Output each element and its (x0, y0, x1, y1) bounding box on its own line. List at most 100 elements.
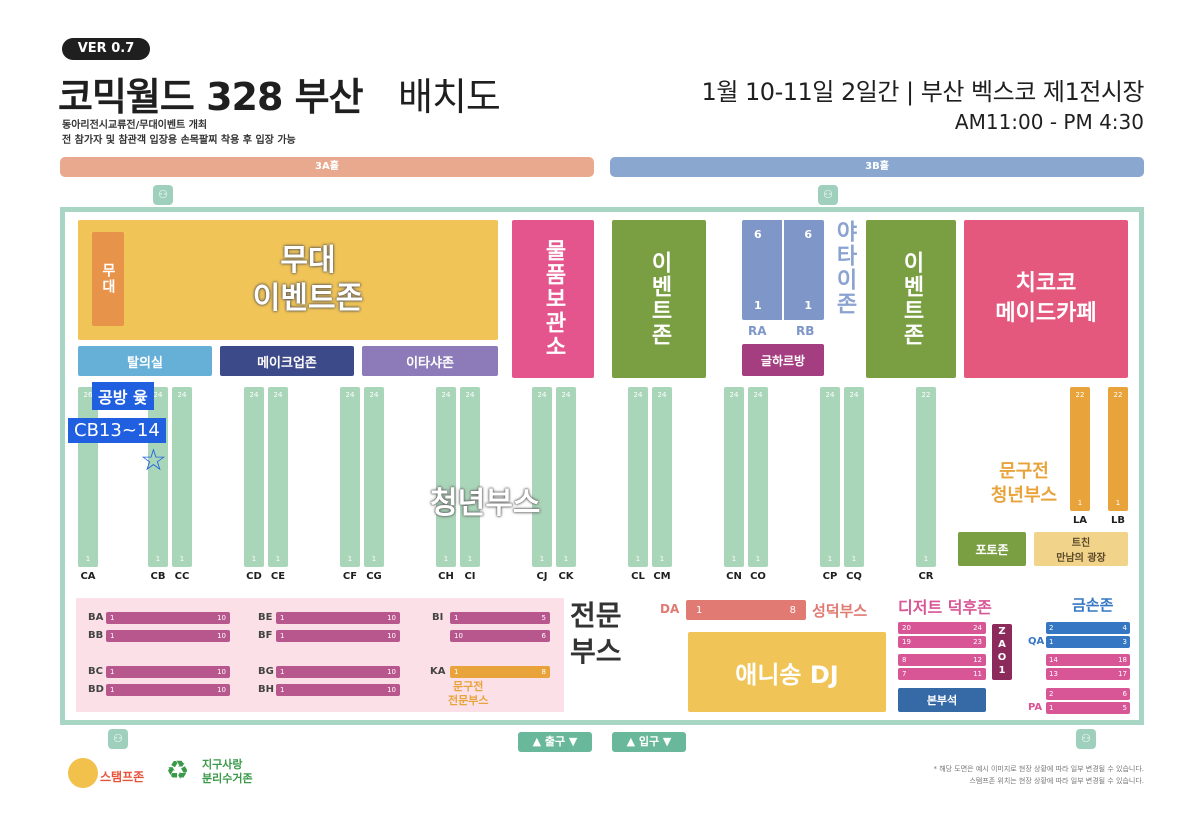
event-zone-left: 이벤트존 (612, 220, 706, 378)
pro-row-start: 1 (280, 668, 285, 676)
changing-room: 탈의실 (78, 346, 212, 376)
hall-3b-bar: 3B홀 (610, 157, 1144, 177)
storage-zone: 물품보관소 (512, 220, 594, 378)
strip-top-number: 24 (465, 391, 475, 399)
pro-row-bar: 1 10 (106, 630, 230, 642)
pro-row-start: 1 (280, 686, 285, 694)
gold-cell-b: 6 (1122, 690, 1127, 698)
youth-booth-strip: 24 1 (556, 387, 576, 567)
gold-cell: 14 18 (1046, 654, 1130, 666)
youth-booth-strip: 26 1 (78, 387, 98, 567)
pro-row-label: BI (432, 612, 444, 623)
glhr-zone: 글하르방 (742, 344, 824, 376)
gold-cell-b: 17 (1118, 670, 1127, 678)
strip-label: CH (438, 571, 454, 582)
pro-row-label: BD (88, 684, 104, 695)
gold-cell-b: 18 (1118, 656, 1127, 664)
pro-row-bar: 1 10 (276, 684, 400, 696)
youth-booth-strip: 24 1 (340, 387, 360, 567)
strip-bottom-number: 1 (251, 555, 257, 563)
pro-row-start: 1 (110, 686, 115, 694)
gold-cell-a: 14 (1049, 656, 1058, 664)
strip-bottom-number: 1 (155, 555, 161, 563)
pro-row-bar: 1 10 (276, 666, 400, 678)
event-zone-right: 이벤트존 (866, 220, 956, 378)
toilet-icon: ⚇ (108, 729, 128, 749)
gold-cell-a: 2 (1049, 690, 1054, 698)
pro-row-bar: 1 10 (276, 630, 400, 642)
version-badge: VER 0.7 (62, 38, 150, 60)
strip-label: CN (726, 571, 742, 582)
pa-label: PA (1028, 702, 1043, 713)
recycle-label-2: 분리수거존 (202, 772, 253, 785)
strip-top-number: 24 (561, 391, 571, 399)
pro-row-bar: 10 6 (450, 630, 550, 642)
recycle-zone-label: 지구사랑 분리수거존 (202, 758, 253, 786)
youth-booth-strip: 24 1 (652, 387, 672, 567)
dessert-cell-a: 20 (902, 624, 911, 632)
youth-booth-strip: 24 1 (172, 387, 192, 567)
pro-row-start: 1 (110, 632, 115, 640)
pro-row-label: BH (258, 684, 274, 695)
entry-note: 전 참가자 및 참관객 입장용 손목팔찌 착용 후 입장 가능 (62, 135, 296, 146)
rb-label: RB (796, 324, 815, 338)
gold-cell-a: 1 (1049, 704, 1054, 712)
strip-label: CB (150, 571, 166, 582)
dessert-cell: 7 11 (898, 668, 986, 680)
rb-top: 6 (804, 228, 812, 241)
dessert-cell: 19 23 (898, 636, 986, 648)
strip-label: CJ (536, 571, 548, 582)
dessert-cell-b: 23 (973, 638, 982, 646)
strip-top-number: 24 (441, 391, 451, 399)
youth-booth-strip: 24 1 (364, 387, 384, 567)
rb-bottom: 1 (804, 299, 812, 312)
strip-label: CD (246, 571, 262, 582)
teen-meetup-label-2: 만남의 광장 (1056, 553, 1106, 564)
strip-top-number: 24 (657, 391, 667, 399)
event-date-venue: 1월 10-11일 2일간 | 부산 벡스코 제1전시장 (701, 78, 1145, 106)
teen-meetup-zone: 트친 만남의 광장 (1034, 532, 1128, 566)
page-title: 코믹월드 328 부산 (58, 75, 364, 119)
pro-row-end: 6 (541, 632, 546, 640)
strip-top-number: 24 (633, 391, 643, 399)
strip-top-number: 24 (345, 391, 355, 399)
pro-row-end: 10 (387, 614, 396, 622)
strip-label: CM (653, 571, 671, 582)
pro-row-start: 1 (110, 668, 115, 676)
footer-note-2: 스탬프존 위치는 현장 상황에 따라 일부 변경될 수 있습니다. (969, 777, 1144, 785)
strip-bottom-number: 1 (851, 555, 857, 563)
dessert-cell-b: 12 (973, 656, 982, 664)
pro-row-label: BC (88, 666, 103, 677)
youth-booth-strip: 24 1 (244, 387, 264, 567)
strip-bottom-number: 1 (923, 555, 929, 563)
strip-label: CC (174, 571, 190, 582)
strip-label: CQ (846, 571, 862, 582)
pro-row-label: BE (258, 612, 273, 623)
strip-bottom-number: 1 (659, 555, 665, 563)
seongdeok-label: 성덕부스 (812, 602, 868, 620)
strip-top-number: 22 (1113, 391, 1123, 399)
youth-booth-strip: 24 1 (844, 387, 864, 567)
youth-booth-strip: 24 1 (532, 387, 552, 567)
ka-end: 8 (541, 668, 546, 676)
strip-top-number: 22 (1075, 391, 1085, 399)
stage-event-zone: 무대 이벤트존 (78, 220, 498, 340)
ka-label: KA (430, 666, 446, 677)
pro-row-start: 1 (280, 632, 285, 640)
gold-cell: 13 17 (1046, 668, 1130, 680)
pro-row-end: 10 (217, 632, 226, 640)
page-title-suffix: 배치도 (398, 75, 501, 119)
ra-bottom: 1 (754, 299, 762, 312)
yatai-block: 6 6 1 1 (742, 220, 824, 320)
entrance-sign: ▲ 입구 ▼ (612, 732, 686, 752)
stationery-youth-label: 문구전 청년부스 (990, 461, 1058, 506)
strip-label: CG (366, 571, 382, 582)
stage-small: 무대 (92, 232, 124, 326)
strip-label: CA (80, 571, 96, 582)
yatai-divider (782, 220, 784, 320)
pro-row-bar: 1 10 (106, 684, 230, 696)
strip-top-number: 24 (153, 391, 163, 399)
strip-label: CP (822, 571, 838, 582)
